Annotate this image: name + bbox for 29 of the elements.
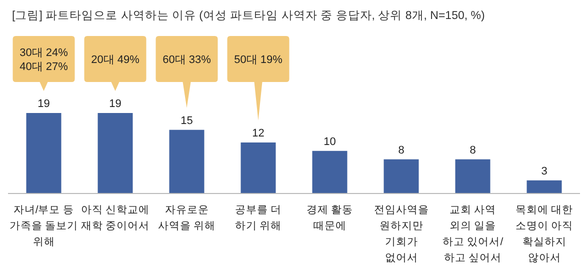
data-label: 15 — [180, 114, 193, 127]
bar — [240, 142, 276, 193]
data-label: 10 — [324, 136, 336, 148]
x-tick-label: 자유로운 사역을 위해 — [158, 204, 216, 232]
bar — [169, 130, 204, 193]
data-label: 8 — [470, 144, 476, 156]
bar — [526, 180, 562, 193]
chart-title: [그림] 파트타임으로 사역하는 이유 (여성 파트타임 사역자 중 응답자, 상위 8개, N=150, %) — [12, 10, 485, 22]
bar — [384, 159, 419, 193]
data-label: 19 — [109, 98, 122, 110]
x-tick-label: 전임사역을 원하지만 기회가 없어서 — [374, 204, 429, 264]
data-label: 12 — [252, 127, 264, 140]
data-label: 8 — [398, 144, 404, 156]
x-tick-label: 목회에 대한 소명이 아직 확실하지 않아서 — [515, 204, 574, 264]
bar — [26, 113, 62, 193]
x-tick-label: 공부를 더 하기 위해 — [234, 204, 282, 232]
text: 20대 49% — [91, 54, 140, 66]
text: 60대 33% — [162, 54, 212, 66]
bar — [98, 113, 133, 193]
data-label: 3 — [541, 165, 548, 178]
text: 50대 19% — [234, 54, 283, 66]
x-tick-label: 교회 사역 외의 일을 하고 있어서/ 하고 싶어서 — [442, 204, 504, 264]
x-tick-label: 아직 신학교에 재학 중이어서 — [80, 204, 150, 232]
data-label: 19 — [38, 98, 50, 110]
text: 30대 24% 40대 27% — [20, 47, 68, 73]
x-tick-label: 자녀/부모 등 가족을 돌보기 위해 — [9, 204, 78, 248]
bar — [455, 159, 490, 193]
x-tick-label: 경제 활동 때문에 — [306, 204, 354, 232]
bar — [312, 150, 348, 193]
